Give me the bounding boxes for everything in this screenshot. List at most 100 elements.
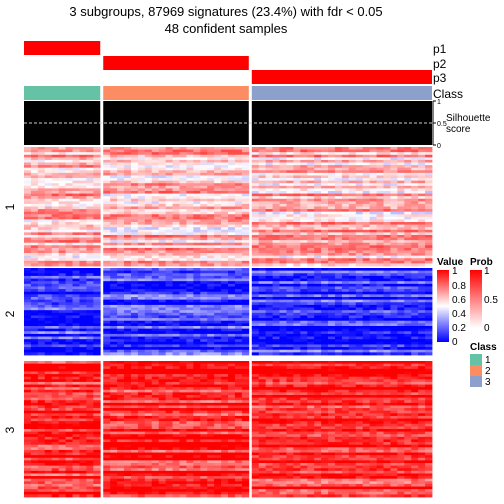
heatmap-cell xyxy=(397,170,405,174)
heatmap-cell xyxy=(307,170,315,174)
heatmap-cell xyxy=(137,178,146,182)
heatmap-cell xyxy=(103,170,111,174)
heatmap-cell xyxy=(93,392,101,396)
heatmap-cell xyxy=(151,283,160,287)
heatmap-cell xyxy=(397,297,405,301)
heatmap-cell xyxy=(137,347,146,351)
heatmap-cell xyxy=(165,237,173,241)
heatmap-cell xyxy=(383,227,391,231)
heatmap-cell xyxy=(117,232,125,236)
heatmap-cell xyxy=(234,333,243,337)
heatmap-cell xyxy=(241,283,250,287)
heatmap-cell xyxy=(234,307,243,311)
heatmap-cell xyxy=(179,242,187,246)
heatmap-cell xyxy=(376,331,384,335)
heatmap-cell xyxy=(251,320,260,324)
heatmap-cell xyxy=(37,245,46,249)
heatmap-cell xyxy=(86,395,94,399)
heatmap-cell xyxy=(93,389,101,393)
heatmap-cell xyxy=(144,193,153,197)
heatmap-cell xyxy=(383,203,391,207)
heatmap-cell xyxy=(130,209,139,213)
heatmap-cell xyxy=(86,289,94,293)
heatmap-cell xyxy=(24,198,32,202)
heatmap-cell xyxy=(383,240,391,244)
heatmap-cell xyxy=(348,222,357,226)
heatmap-cell xyxy=(279,302,287,306)
heatmap-cell xyxy=(30,299,39,303)
heatmap-cell xyxy=(103,247,111,251)
heatmap-cell xyxy=(65,405,73,409)
heatmap-cell xyxy=(362,206,371,210)
heatmap-cell xyxy=(51,154,60,158)
heatmap-cell xyxy=(137,275,146,279)
heatmap-cell xyxy=(272,242,280,246)
heatmap-cell xyxy=(390,283,398,287)
heatmap-cell xyxy=(251,344,260,348)
heatmap-cell xyxy=(241,203,250,207)
heatmap-cell xyxy=(51,439,60,443)
heatmap-cell xyxy=(234,310,243,314)
heatmap-cell xyxy=(286,209,294,213)
heatmap-cell xyxy=(30,426,39,430)
heatmap-cell xyxy=(376,172,384,176)
heatmap-cell xyxy=(418,219,426,223)
heatmap-cell xyxy=(286,214,294,218)
heatmap-cell xyxy=(418,344,426,348)
heatmap-cell xyxy=(117,175,125,179)
heatmap-cell xyxy=(214,245,222,249)
heatmap-cell xyxy=(200,167,208,171)
heatmap-cell xyxy=(179,240,187,244)
heatmap-cell xyxy=(383,255,391,259)
heatmap-cell xyxy=(207,258,215,262)
heatmap-cell xyxy=(383,180,391,184)
heatmap-cell xyxy=(51,341,60,345)
heatmap-cell xyxy=(376,170,384,174)
heatmap-cell xyxy=(51,312,60,316)
heatmap-cell xyxy=(286,278,294,282)
heatmap-cell xyxy=(328,339,336,343)
heatmap-cell xyxy=(44,320,53,324)
heatmap-cell xyxy=(158,263,167,267)
heatmap-cell xyxy=(241,240,250,244)
heatmap-cell xyxy=(279,172,287,176)
heatmap-cell xyxy=(200,304,208,308)
heatmap-cell xyxy=(293,273,301,277)
heatmap-cell xyxy=(334,196,343,200)
heatmap-cell xyxy=(86,347,94,351)
heatmap-cell xyxy=(37,237,46,241)
heatmap-cell xyxy=(390,162,398,166)
heatmap-cell xyxy=(341,299,350,303)
heatmap-cell xyxy=(130,229,139,233)
heatmap-cell xyxy=(293,198,301,202)
heatmap-cell xyxy=(348,245,357,249)
heatmap-cell xyxy=(65,232,73,236)
heatmap-cell xyxy=(172,170,180,174)
heatmap-cell xyxy=(179,234,187,238)
heatmap-cell xyxy=(341,152,350,156)
heatmap-cell xyxy=(279,237,287,241)
heatmap-cell xyxy=(321,147,329,150)
heatmap-cell xyxy=(44,245,53,249)
heatmap-cell xyxy=(24,320,32,324)
heatmap-cell xyxy=(369,273,377,277)
heatmap-cell xyxy=(137,211,146,215)
heatmap-cell xyxy=(383,312,391,316)
heatmap-cell xyxy=(390,201,398,205)
heatmap-cell xyxy=(251,211,260,215)
heatmap-cell xyxy=(376,203,384,207)
heatmap-cell xyxy=(79,250,87,254)
heatmap-cell xyxy=(411,310,419,314)
heatmap-cell xyxy=(193,178,201,182)
heatmap-cell xyxy=(286,273,294,277)
heatmap-cell xyxy=(44,172,53,176)
heatmap-cell xyxy=(37,452,46,456)
heatmap-cell xyxy=(383,320,391,324)
heatmap-cell xyxy=(321,268,329,272)
heatmap-cell xyxy=(79,234,87,238)
heatmap-cell xyxy=(334,275,343,279)
heatmap-cell xyxy=(321,312,329,316)
heatmap-cell xyxy=(251,323,260,327)
heatmap-cell xyxy=(144,234,153,238)
heatmap-cell xyxy=(44,384,53,388)
